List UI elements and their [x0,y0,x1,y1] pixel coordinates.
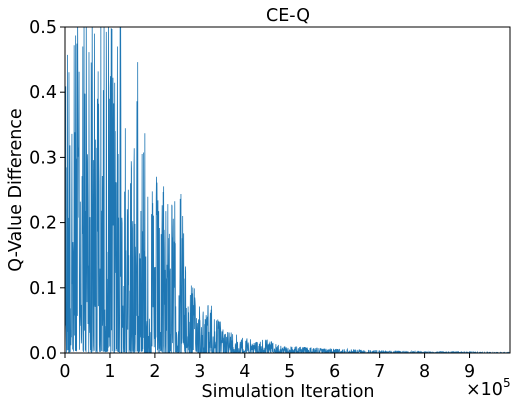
x-offset-base: ×10 [466,380,503,400]
x-axis-label: Simulation Iteration [201,382,374,402]
x-tick-label: 3 [194,362,205,382]
y-axis: 0.0 0.1 0.2 0.3 0.4 0.5 [29,18,65,364]
x-tick-label: 0 [59,362,70,382]
x-tick-label: 9 [464,362,475,382]
y-tick-label: 0.3 [29,148,57,168]
x-tick-label: 1 [104,362,115,382]
x-offset-label: ×105 [466,376,511,400]
x-tick-label: 5 [284,362,295,382]
x-tick-label: 2 [149,362,160,382]
x-tick-label: 6 [329,362,340,382]
x-offset-exponent: 5 [503,376,511,390]
x-tick-label: 7 [374,362,385,382]
plot-frame [64,26,511,354]
x-axis: 0 1 2 3 4 5 6 7 8 9 [59,353,475,382]
y-tick-label: 0.2 [29,214,57,234]
y-tick-label: 0.1 [29,279,57,299]
y-tick-label: 0.0 [29,344,57,364]
y-axis-label: Q-Value Difference [6,108,26,271]
plot-area [65,27,510,353]
x-tick-label: 4 [239,362,250,382]
chart-title: CE-Q [266,6,310,26]
x-tick-label: 8 [419,362,430,382]
y-tick-label: 0.5 [29,18,57,38]
y-tick-label: 0.4 [29,83,57,103]
series-line [65,27,510,353]
